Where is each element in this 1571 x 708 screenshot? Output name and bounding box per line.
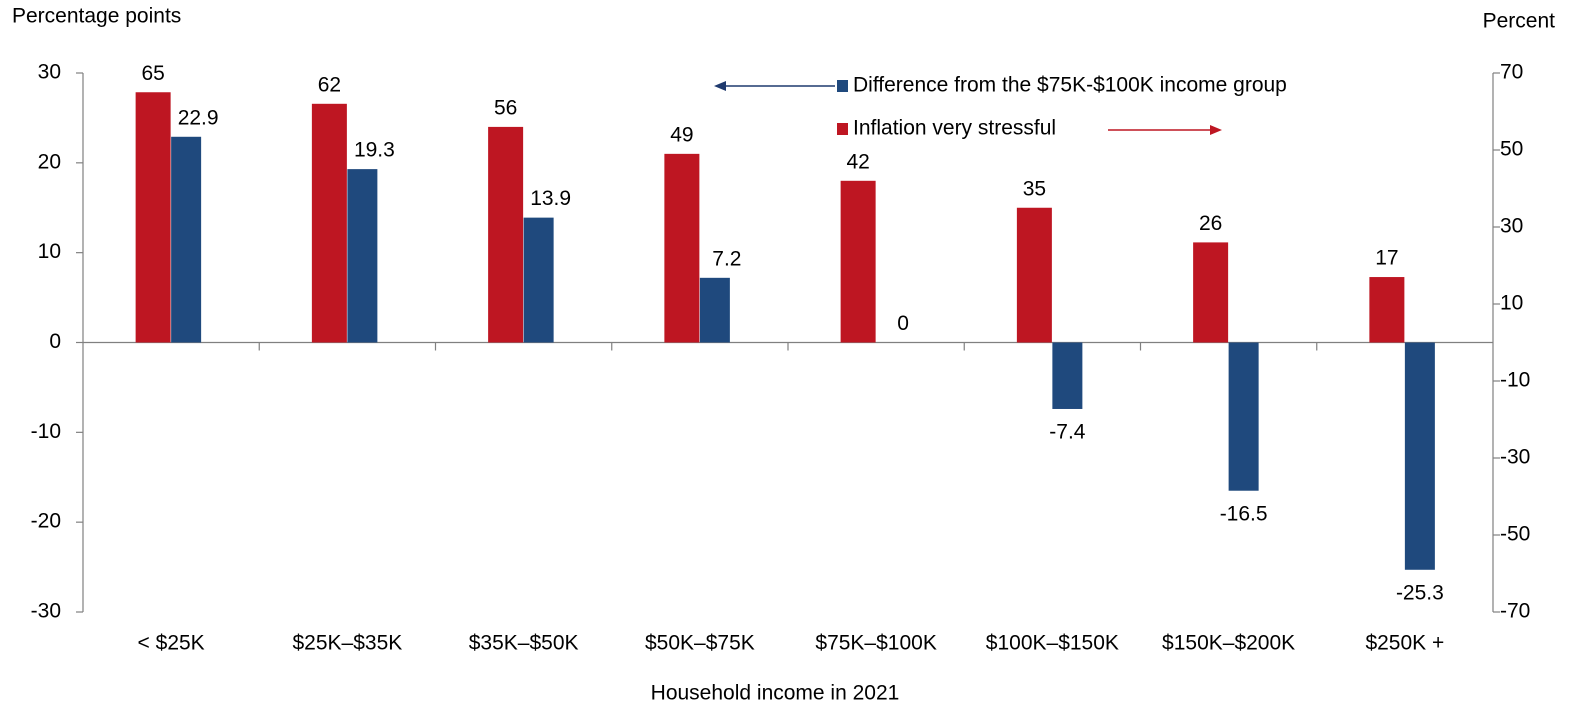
x-tick-label: $100K–$150K (986, 632, 1119, 655)
data-label: 65 (141, 62, 164, 85)
y-tick-label: 30 (38, 61, 61, 84)
bar (699, 277, 730, 343)
bar (1404, 342, 1435, 570)
bar (1369, 277, 1405, 343)
y2-tick-label: 70 (1500, 61, 1523, 84)
bar (135, 92, 171, 343)
y2-tick-label: 50 (1500, 138, 1523, 161)
y-tick-label: 10 (38, 240, 61, 263)
y2-tick-label: -30 (1500, 446, 1530, 469)
y2-tick-label: -10 (1500, 369, 1530, 392)
y-tick-label: -10 (31, 420, 61, 443)
x-tick-label: $50K–$75K (645, 632, 755, 655)
x-axis-label: Household income in 2021 (651, 682, 900, 705)
legend-swatch (837, 123, 848, 135)
x-tick-label: $250K + (1365, 632, 1444, 655)
legend-arrowhead (714, 81, 726, 91)
data-label: 17 (1375, 247, 1398, 270)
y2-tick-label: 30 (1500, 215, 1523, 238)
x-tick-label: $150K–$200K (1162, 632, 1295, 655)
bar (1016, 207, 1052, 343)
y-axis-label: Percentage points (12, 5, 181, 28)
data-label: 0 (897, 312, 909, 335)
data-label: -16.5 (1220, 502, 1268, 525)
x-tick-label: $25K–$35K (292, 632, 402, 655)
bar (840, 180, 876, 343)
bar (488, 126, 524, 343)
data-label: -25.3 (1396, 581, 1444, 604)
x-tick-label: $35K–$50K (469, 632, 579, 655)
data-label: -7.4 (1049, 421, 1086, 444)
y2-tick-label: 10 (1500, 292, 1523, 315)
y-tick-label: -30 (31, 600, 61, 623)
bar (311, 103, 347, 343)
y2-tick-label: -70 (1500, 600, 1530, 623)
bar (1052, 342, 1083, 409)
y-tick-label: 20 (38, 150, 61, 173)
bar (523, 217, 554, 343)
data-label: 13.9 (530, 187, 571, 210)
y2-tick-label: -50 (1500, 523, 1530, 546)
y-tick-label: -20 (31, 510, 61, 533)
data-label: 7.2 (712, 247, 741, 270)
data-label: 22.9 (178, 106, 219, 129)
bar (1193, 242, 1229, 343)
x-tick-label: $75K–$100K (815, 632, 936, 655)
data-label: 56 (494, 96, 517, 119)
x-tick-label: < $25K (138, 632, 205, 655)
data-label: 35 (1023, 177, 1046, 200)
y-tick-label: 0 (49, 330, 61, 353)
data-label: 19.3 (354, 139, 395, 162)
legend-swatch (837, 80, 848, 92)
data-label: 62 (318, 73, 341, 96)
bar (347, 169, 378, 343)
data-label: 26 (1199, 212, 1222, 235)
bar (1228, 342, 1259, 491)
y2-axis-label: Percent (1483, 10, 1556, 33)
legend-label: Difference from the $75K-$100K income gr… (853, 74, 1287, 97)
data-label: 49 (670, 123, 693, 146)
data-label: 42 (846, 150, 869, 173)
bar (664, 153, 700, 343)
bar (171, 136, 202, 343)
legend-arrowhead (1210, 125, 1222, 135)
legend-label: Inflation very stressful (853, 117, 1056, 140)
